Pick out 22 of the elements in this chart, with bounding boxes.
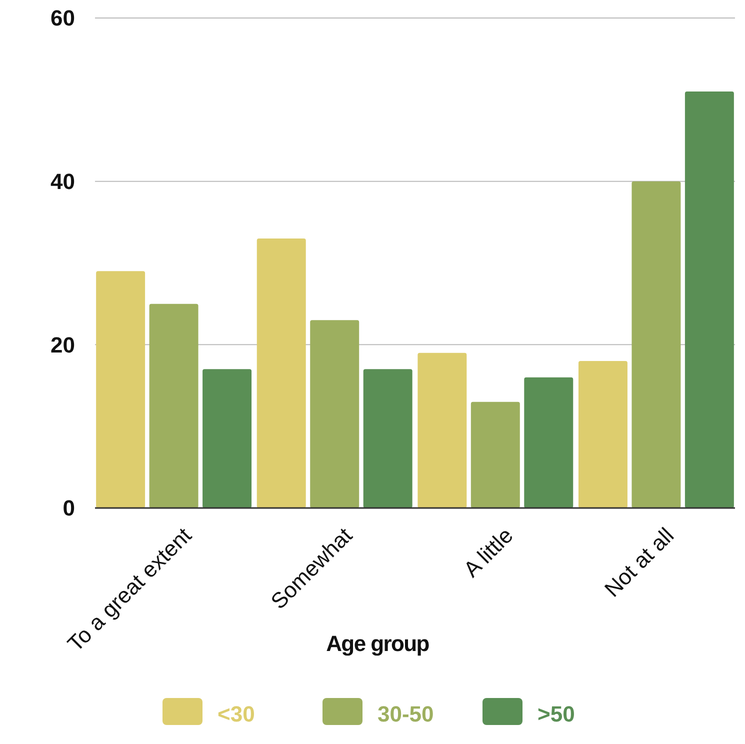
bar [578, 361, 628, 508]
bar [363, 369, 412, 508]
y-tick-label: 40 [50, 169, 75, 194]
legend-title: Age group [326, 631, 430, 656]
legend-label: <30 [218, 702, 255, 727]
y-tick-label: 20 [50, 332, 75, 358]
legend-label: >50 [538, 702, 575, 727]
x-tick-label: A little [458, 522, 518, 582]
y-tick-label: 0 [62, 496, 75, 521]
bar [470, 402, 520, 508]
bar [418, 352, 467, 508]
bar [202, 369, 252, 508]
x-tick-label: Not at all [600, 522, 679, 602]
y-tick-label: 60 [50, 6, 75, 31]
bar [96, 271, 146, 508]
bar [684, 92, 734, 508]
bar [632, 181, 681, 508]
bar [524, 377, 574, 508]
bar [149, 304, 198, 508]
bar [310, 320, 360, 508]
legend-label: 30-50 [378, 702, 434, 727]
bar [256, 238, 306, 508]
